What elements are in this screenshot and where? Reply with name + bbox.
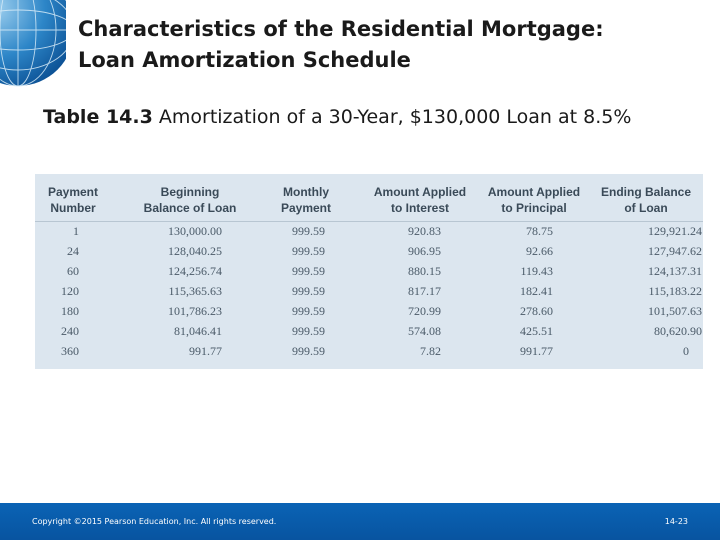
- cell-payment-number: 60: [67, 264, 79, 278]
- table-row: 120 115,365.63 999.59 817.17 182.41 115,…: [35, 281, 703, 301]
- table-row: 240 81,046.41 999.59 574.08 425.51 80,62…: [35, 321, 703, 341]
- table-row: 24 128,040.25 999.59 906.95 92.66 127,94…: [35, 241, 703, 261]
- cell-interest: 906.95: [408, 244, 441, 258]
- cell-principal: 92.66: [526, 244, 553, 258]
- header-amount-to-principal: Amount Applied to Principal: [479, 184, 589, 216]
- table-row: 60 124,256.74 999.59 880.15 119.43 124,1…: [35, 261, 703, 281]
- cell-beginning-balance: 124,256.74: [168, 264, 222, 278]
- copyright-text: Copyright ©2015 Pearson Education, Inc. …: [32, 517, 277, 526]
- cell-monthly-payment: 999.59: [292, 264, 325, 278]
- header-line: Payment: [280, 201, 332, 215]
- header-line: Amount Applied: [487, 185, 581, 199]
- cell-beginning-balance: 81,046.41: [174, 324, 222, 338]
- header-payment-number: Payment Number: [39, 184, 107, 216]
- amortization-table: Payment Number Beginning Balance of Loan…: [35, 174, 703, 369]
- page-number: 14-23: [664, 517, 688, 526]
- cell-ending-balance: 115,183.22: [648, 284, 702, 298]
- cell-interest: 720.99: [408, 304, 441, 318]
- header-line: Monthly: [283, 185, 329, 199]
- slide-title: Characteristics of the Residential Mortg…: [78, 14, 708, 76]
- cell-monthly-payment: 999.59: [292, 324, 325, 338]
- cell-principal: 991.77: [520, 344, 553, 358]
- header-line: Amount Applied: [373, 185, 467, 199]
- cell-interest: 574.08: [408, 324, 441, 338]
- header-line: of Loan: [624, 201, 668, 215]
- cell-payment-number: 180: [61, 304, 79, 318]
- cell-interest: 817.17: [408, 284, 441, 298]
- table-caption-text: Amortization of a 30-Year, $130,000 Loan…: [158, 106, 632, 128]
- cell-ending-balance: 0: [683, 344, 689, 358]
- cell-payment-number: 24: [67, 244, 79, 258]
- header-line: Balance of Loan: [143, 201, 237, 215]
- cell-ending-balance: 101,507.63: [648, 304, 702, 318]
- footer-bar: Copyright ©2015 Pearson Education, Inc. …: [0, 503, 720, 540]
- cell-principal: 182.41: [520, 284, 553, 298]
- cell-ending-balance: 124,137.31: [648, 264, 702, 278]
- header-line: Payment: [47, 185, 99, 199]
- slide-title-line-1: Characteristics of the Residential Mortg…: [78, 17, 604, 41]
- cell-ending-balance: 80,620.90: [654, 324, 702, 338]
- cell-beginning-balance: 991.77: [189, 344, 222, 358]
- header-monthly-payment: Monthly Payment: [267, 184, 345, 216]
- cell-ending-balance: 129,921.24: [648, 224, 702, 238]
- header-line: to Principal: [501, 201, 567, 215]
- cell-monthly-payment: 999.59: [292, 244, 325, 258]
- cell-principal: 78.75: [526, 224, 553, 238]
- cell-ending-balance: 127,947.62: [648, 244, 702, 258]
- cell-principal: 425.51: [520, 324, 553, 338]
- table-caption: Table 14.3 Amortization of a 30-Year, $1…: [43, 106, 631, 128]
- cell-beginning-balance: 130,000.00: [168, 224, 222, 238]
- cell-principal: 278.60: [520, 304, 553, 318]
- cell-principal: 119.43: [520, 264, 553, 278]
- table-row: 1 130,000.00 999.59 920.83 78.75 129,921…: [35, 221, 703, 241]
- header-line: Ending Balance: [600, 185, 692, 199]
- table-row: 360 991.77 999.59 7.82 991.77 0: [35, 341, 703, 361]
- cell-monthly-payment: 999.59: [292, 224, 325, 238]
- table-number: Table 14.3: [43, 106, 153, 128]
- cell-monthly-payment: 999.59: [292, 304, 325, 318]
- cell-beginning-balance: 128,040.25: [168, 244, 222, 258]
- cell-beginning-balance: 101,786.23: [168, 304, 222, 318]
- header-line: Beginning: [160, 185, 220, 199]
- header-beginning-balance: Beginning Balance of Loan: [133, 184, 247, 216]
- cell-payment-number: 360: [61, 344, 79, 358]
- cell-payment-number: 240: [61, 324, 79, 338]
- slide-title-line-2: Loan Amortization Schedule: [78, 48, 411, 72]
- table-header: Payment Number Beginning Balance of Loan…: [35, 174, 703, 222]
- cell-payment-number: 1: [73, 224, 79, 238]
- cell-interest: 920.83: [408, 224, 441, 238]
- header-line: to Interest: [390, 201, 449, 215]
- cell-interest: 880.15: [408, 264, 441, 278]
- cell-beginning-balance: 115,365.63: [168, 284, 222, 298]
- table-row: 180 101,786.23 999.59 720.99 278.60 101,…: [35, 301, 703, 321]
- header-line: Number: [50, 201, 96, 215]
- cell-payment-number: 120: [61, 284, 79, 298]
- cell-monthly-payment: 999.59: [292, 344, 325, 358]
- cell-interest: 7.82: [420, 344, 441, 358]
- globe-icon: [0, 0, 72, 96]
- header-ending-balance: Ending Balance of Loan: [593, 184, 699, 216]
- cell-monthly-payment: 999.59: [292, 284, 325, 298]
- header-amount-to-interest: Amount Applied to Interest: [365, 184, 475, 216]
